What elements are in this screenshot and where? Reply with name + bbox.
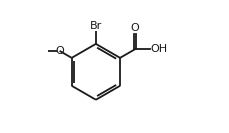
- Text: OH: OH: [150, 44, 167, 54]
- Text: O: O: [55, 46, 64, 56]
- Text: Br: Br: [90, 21, 102, 31]
- Text: O: O: [131, 23, 139, 33]
